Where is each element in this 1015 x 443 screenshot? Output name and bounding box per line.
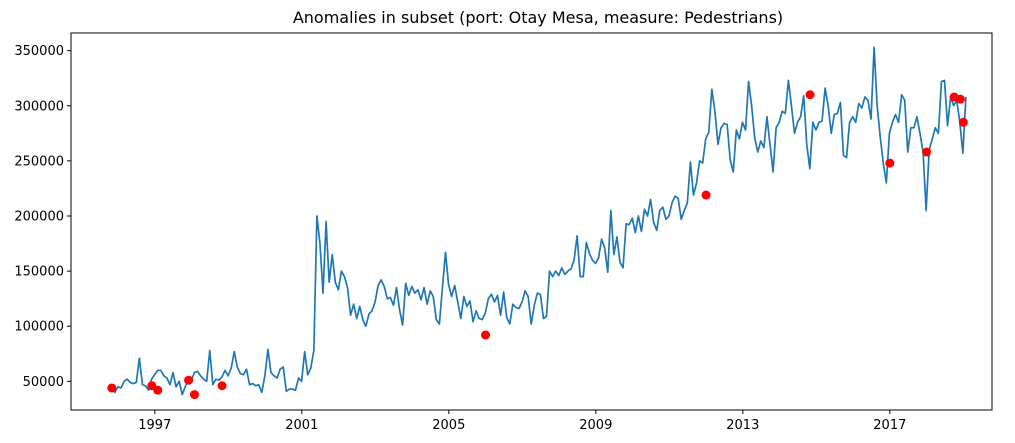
- x-tick-label: 2013: [726, 418, 759, 433]
- anomaly-point: [885, 158, 895, 168]
- anomaly-point: [701, 190, 711, 200]
- axes-frame: [70, 32, 993, 411]
- y-tick-label: 150000: [14, 265, 64, 280]
- anomaly-point: [153, 385, 163, 395]
- x-tick-label: 2017: [873, 418, 906, 433]
- y-tick-label: 50000: [23, 375, 64, 390]
- y-tick-label: 200000: [14, 209, 64, 224]
- y-tick-label: 350000: [14, 44, 64, 59]
- x-tick-label: 1997: [138, 418, 171, 433]
- anomaly-point: [805, 90, 815, 100]
- chart-title: Anomalies in subset (port: Otay Mesa, me…: [293, 8, 783, 27]
- anomaly-point: [217, 381, 227, 391]
- y-tick-label: 300000: [14, 99, 64, 114]
- x-tick-label: 2005: [432, 418, 465, 433]
- x-tick-label: 2001: [285, 418, 318, 433]
- anomaly-point: [107, 383, 117, 393]
- anomaly-point: [922, 147, 932, 157]
- anomaly-point: [184, 375, 194, 385]
- anomaly-point: [189, 390, 199, 400]
- y-tick-label: 100000: [14, 320, 64, 335]
- x-tick-label: 2009: [579, 418, 612, 433]
- series-line-pedestrians: [111, 46, 967, 396]
- anomaly-point: [955, 94, 965, 104]
- anomaly-point: [481, 330, 491, 340]
- plot-area: [107, 46, 968, 400]
- y-tick-label: 250000: [14, 154, 64, 169]
- axes: 1997 2001 2005 2009 2013 2017 50000 100000 15000…: [14, 32, 993, 433]
- anomaly-point: [958, 117, 968, 127]
